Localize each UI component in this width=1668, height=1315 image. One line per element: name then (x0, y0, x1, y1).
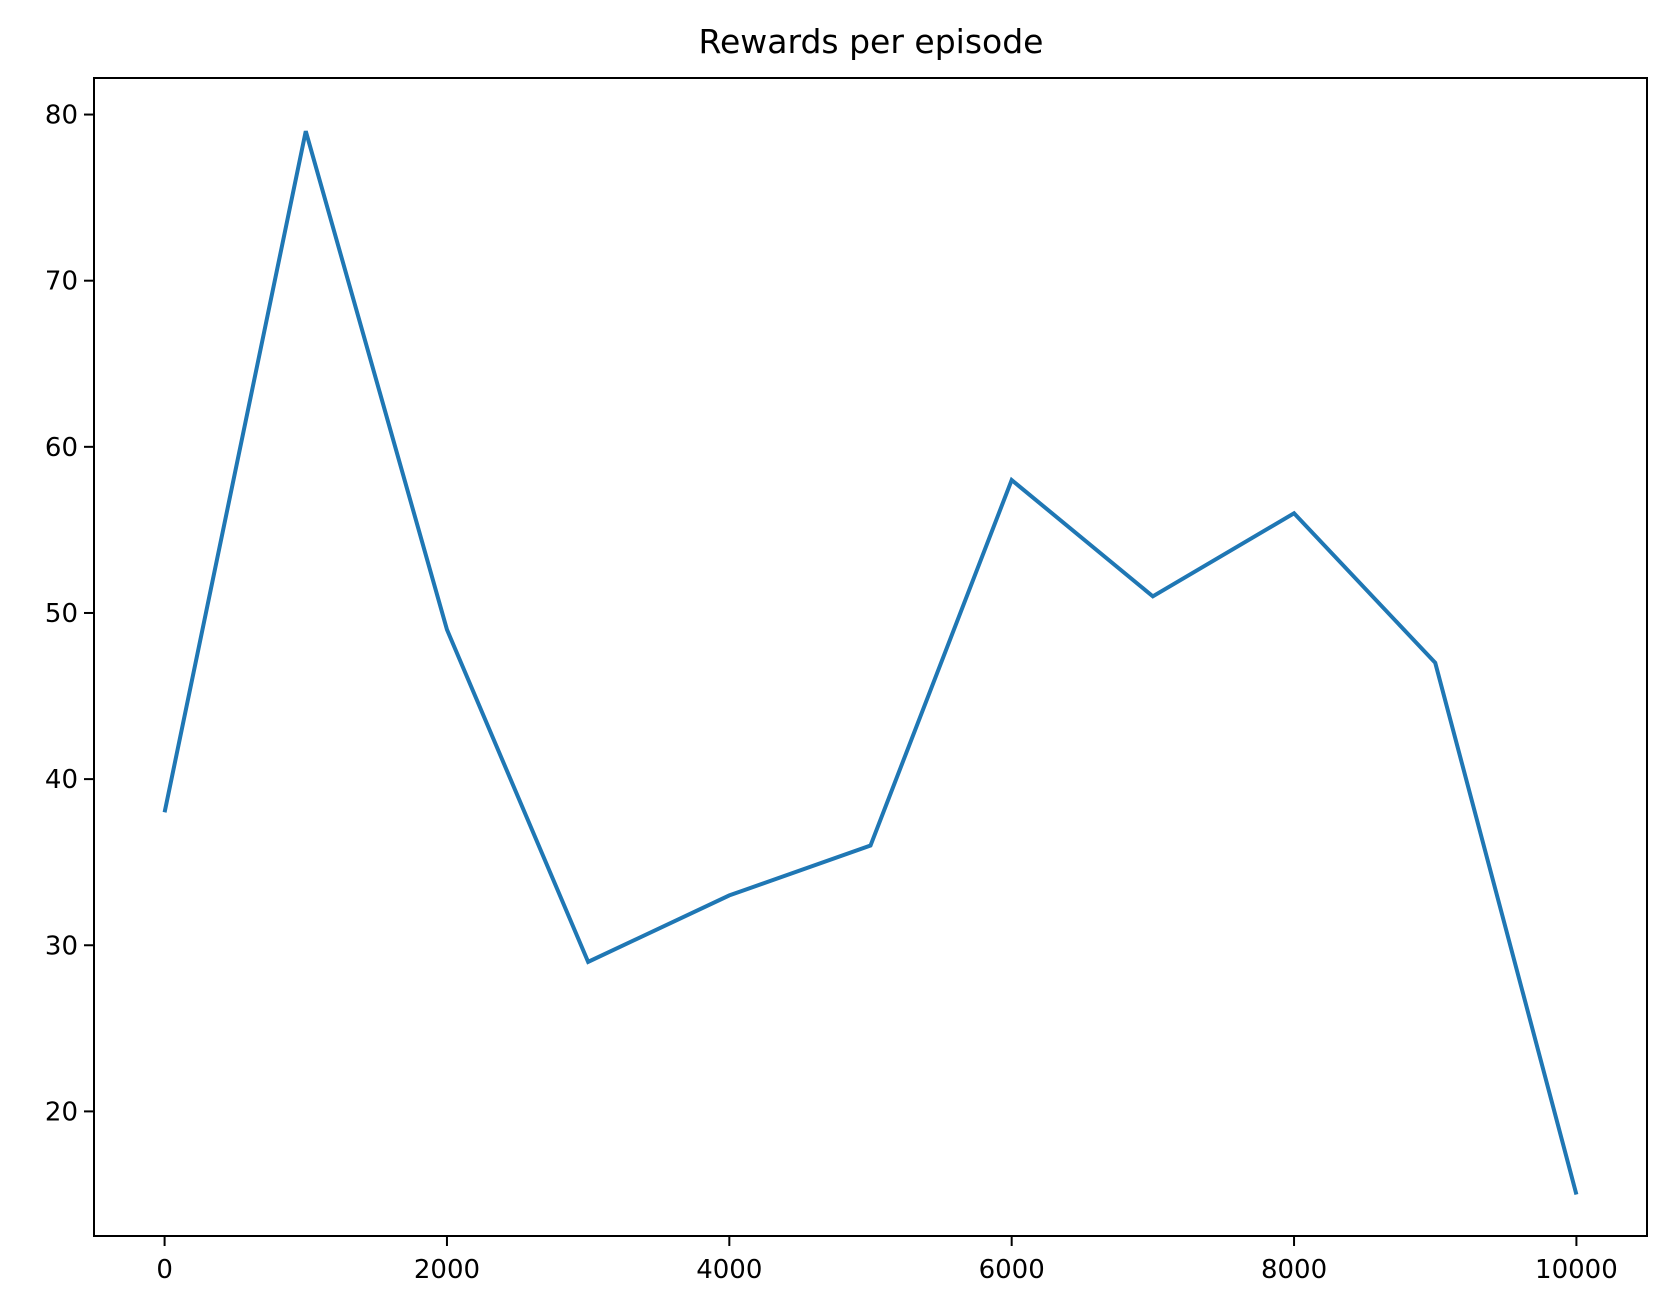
y-tick-label: 20 (45, 1097, 78, 1127)
y-tick-label: 50 (45, 599, 78, 629)
y-tick-label: 80 (45, 101, 78, 131)
x-tick-label: 6000 (979, 1255, 1045, 1285)
x-tick-label: 4000 (696, 1255, 762, 1285)
x-tick-label: 0 (156, 1255, 173, 1285)
axes-frame (93, 77, 1648, 1237)
y-axis: 20 30 40 50 60 70 80 (45, 101, 94, 1127)
x-tick-label: 10000 (1535, 1255, 1618, 1285)
series-line-0 (162, 130, 1579, 1195)
x-axis: 0 2000 4000 6000 8000 10000 (156, 1236, 1618, 1285)
x-tick-label: 2000 (414, 1255, 480, 1285)
y-tick-label: 40 (45, 765, 78, 795)
chart-title: Rewards per episode (699, 22, 1044, 61)
y-tick-label: 70 (45, 267, 78, 297)
x-tick-label: 8000 (1261, 1255, 1327, 1285)
plot-area (162, 130, 1579, 1195)
y-tick-label: 30 (45, 931, 78, 961)
y-tick-label: 60 (45, 433, 78, 463)
